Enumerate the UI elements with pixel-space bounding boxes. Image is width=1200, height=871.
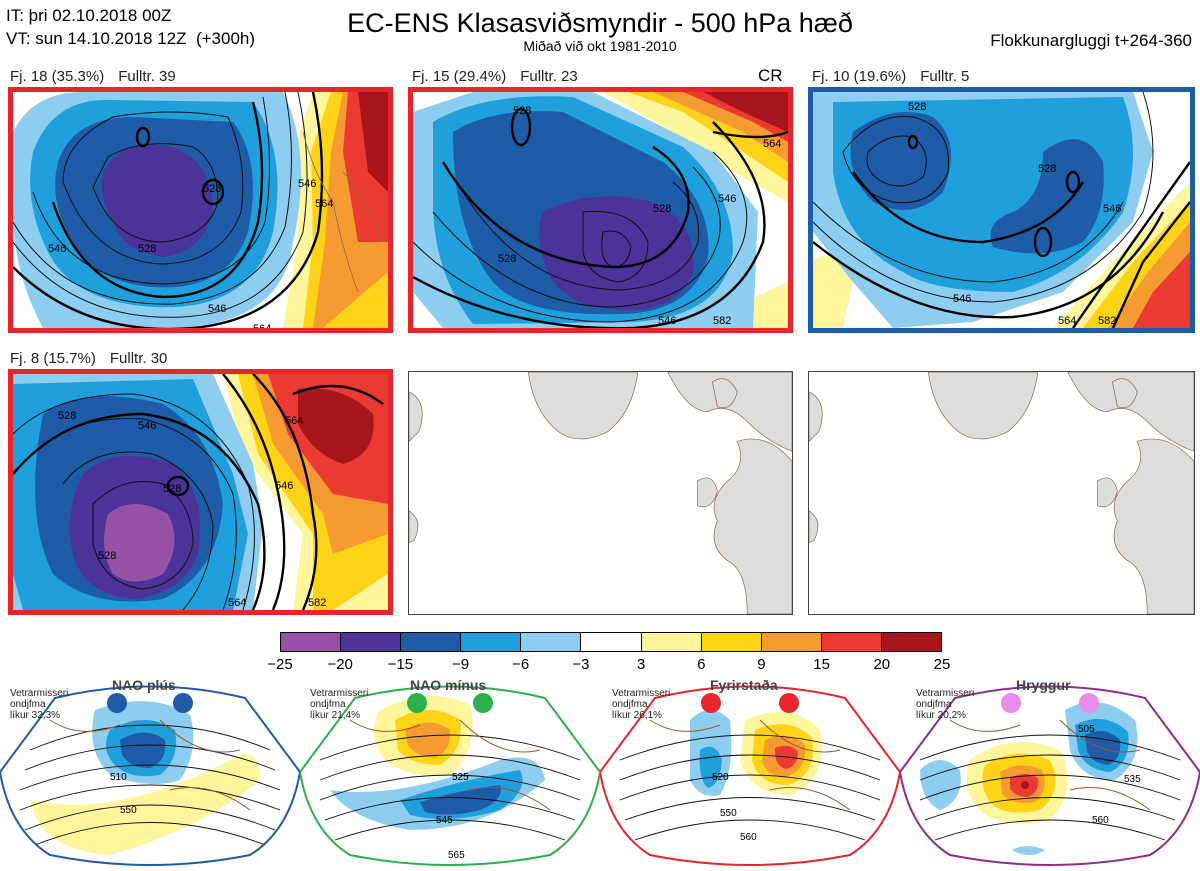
contour-label: 546 (298, 178, 316, 190)
contour-label: 528 (498, 253, 516, 265)
color-scale-tick: 20 (873, 656, 891, 673)
cluster-map-1[interactable]: 546 528 546 564 528 546 564 (8, 87, 393, 333)
regime-contour-label: 560 (740, 832, 757, 843)
contour-label: 546 (48, 243, 66, 255)
contour-label: 528 (138, 243, 156, 255)
regime-contour-label: 560 (1092, 815, 1109, 826)
regime-title: NAO plús (112, 677, 176, 693)
contour-label: 546 (208, 303, 226, 315)
contour-label: 564 (285, 415, 303, 427)
regime-contour-label: 550 (120, 805, 137, 816)
contour-label: 528 (58, 410, 76, 422)
color-scale-tick: −3 (572, 656, 590, 673)
contour-label: 528 (163, 483, 181, 495)
color-swatch (641, 633, 702, 651)
color-scale-tick: 25 (933, 656, 951, 673)
regime-info: Vetrarmisseri ondjfma líkur 20,2% (916, 688, 975, 721)
contour-label: 528 (203, 183, 221, 195)
color-swatch (521, 633, 582, 651)
contour-label: 564 (763, 138, 781, 150)
color-scale-bar (280, 632, 942, 652)
regime-info: Vetrarmisseri ondjfma líkur 26,1% (612, 688, 671, 721)
color-swatch (881, 633, 942, 651)
issue-time: IT: þri 02.10.2018 00Z (6, 6, 172, 25)
classification-window: Flokkunargluggi t+264-360 (990, 31, 1192, 50)
contour-label: 528 (908, 101, 926, 113)
color-swatch (701, 633, 762, 651)
regime-contour-label: 565 (448, 850, 465, 861)
color-scale-tick: 6 (697, 656, 706, 673)
page-title: EC-ENS Klasasviðsmyndir - 500 hPa hæð (347, 8, 853, 38)
color-scale-tick: 3 (636, 656, 646, 673)
contour-label: 546 (658, 315, 676, 327)
contour-label: 564 (1058, 315, 1076, 327)
contour-label: 528 (1038, 163, 1056, 175)
color-scale-tick: −9 (451, 656, 470, 673)
regime-contour-label: 550 (720, 808, 737, 819)
contour-label: 546 (718, 193, 736, 205)
contour-label: 582 (308, 597, 326, 609)
empty-map-6 (808, 371, 1195, 615)
color-swatch (281, 633, 342, 651)
color-swatch (821, 633, 882, 651)
regime-contour-label: 535 (1124, 774, 1141, 785)
regime-nao-minus: 525 545 565 (300, 680, 600, 870)
color-scale-tick: 9 (757, 656, 766, 673)
regime-title: NAO mínus (410, 677, 487, 693)
regime-contour-label: 545 (436, 815, 453, 826)
contour-label: 564 (315, 198, 333, 210)
contour-label: 564 (253, 323, 271, 328)
contour-label: 528 (653, 203, 671, 215)
valid-time: VT: sun 14.10.2018 12Z (+300h) (6, 29, 256, 48)
color-swatch (761, 633, 822, 651)
contour-label: 546 (275, 480, 293, 492)
panel-2-flag: CR (758, 66, 783, 85)
color-swatch (461, 633, 522, 651)
regime-contour-label: 505 (1078, 724, 1095, 735)
regime-contour-label: 510 (110, 772, 127, 783)
color-scale-tick: −15 (387, 656, 414, 673)
regime-nao-plus: 510 550 (0, 680, 300, 870)
contour-label: 546 (138, 420, 156, 432)
color-scale-tick: 15 (813, 656, 830, 673)
color-swatch (341, 633, 402, 651)
regime-info: Vetrarmisseri ondjfma líkur 32,3% (10, 688, 69, 721)
regime-contour-label: 525 (452, 772, 469, 783)
panel-2-label: Fj. 15 (29.4%) Fulltr. 23 (412, 68, 578, 85)
color-swatch (401, 633, 462, 651)
run-info: IT: þri 02.10.2018 00Z VT: sun 14.10.2018… (6, 4, 255, 50)
regime-ridge: 505 535 560 (900, 680, 1200, 870)
regime-title: Hryggur (1016, 677, 1071, 693)
panel-3-label: Fj. 10 (19.6%) Fulltr. 5 (812, 68, 970, 85)
panel-4-label: Fj. 8 (15.7%) Fulltr. 30 (10, 350, 168, 367)
page-subtitle: Miðað við okt 1981-2010 (523, 38, 677, 54)
color-scale-tick: −25 (267, 656, 293, 673)
contour-label: 582 (713, 315, 731, 327)
contour-label: 564 (228, 597, 246, 609)
contour-label: 546 (953, 293, 971, 305)
regime-blocking: 520 550 560 (600, 680, 900, 870)
color-scale-tick: −20 (327, 656, 353, 673)
cluster-map-3[interactable]: 528 528 546 546 564 582 (808, 87, 1195, 333)
regime-contour-label: 520 (712, 772, 729, 783)
empty-map-5 (408, 371, 793, 615)
regime-info: Vetrarmisseri ondjfma líkur 21,4% (310, 688, 369, 721)
contour-label: 546 (1103, 203, 1121, 215)
contour-label: 582 (1098, 315, 1116, 327)
regime-title: Fyrirstaða (710, 677, 778, 693)
color-scale-tick: −6 (512, 656, 530, 673)
cluster-map-4[interactable]: 528 546 528 564 528 546 564 582 (8, 369, 393, 615)
contour-label: 528 (513, 105, 531, 117)
panel-1-label: Fj. 18 (35.3%) Fulltr. 39 (10, 68, 176, 85)
cluster-map-2[interactable]: 528 528 546 564 528 546 582 (408, 87, 793, 333)
color-swatch (581, 633, 642, 651)
contour-label: 528 (98, 550, 116, 562)
